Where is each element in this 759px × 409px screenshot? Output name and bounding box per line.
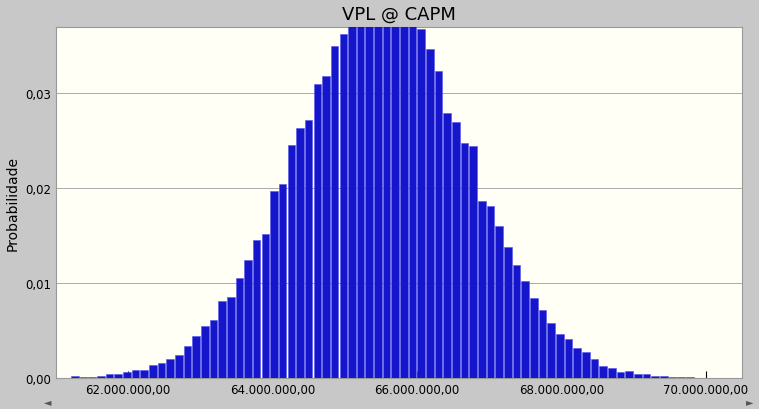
Bar bbox=[288, 145, 295, 378]
Bar bbox=[71, 377, 78, 378]
Bar bbox=[366, 18, 373, 378]
Bar bbox=[591, 360, 598, 378]
Bar bbox=[140, 370, 148, 378]
Bar bbox=[417, 30, 425, 378]
Bar bbox=[219, 302, 226, 378]
Bar bbox=[339, 35, 347, 378]
Bar bbox=[115, 374, 122, 378]
Bar bbox=[461, 144, 468, 378]
Bar bbox=[270, 192, 278, 378]
Bar bbox=[582, 352, 590, 378]
Bar bbox=[409, 18, 417, 378]
Bar bbox=[88, 377, 96, 378]
Bar bbox=[305, 121, 313, 378]
Bar bbox=[244, 260, 252, 378]
Bar bbox=[513, 266, 521, 378]
Bar bbox=[175, 355, 182, 378]
Bar bbox=[556, 334, 564, 378]
Bar bbox=[253, 240, 260, 378]
Bar bbox=[80, 377, 87, 378]
Bar bbox=[166, 359, 174, 378]
Bar bbox=[331, 47, 339, 378]
Bar bbox=[565, 339, 572, 378]
Bar bbox=[530, 298, 537, 378]
Bar bbox=[573, 348, 581, 378]
Bar bbox=[348, 20, 356, 378]
Bar bbox=[643, 374, 650, 378]
Bar bbox=[443, 114, 451, 378]
Bar bbox=[547, 323, 555, 378]
Bar bbox=[539, 310, 546, 378]
Bar bbox=[209, 320, 217, 378]
Bar bbox=[426, 50, 433, 378]
Bar bbox=[184, 346, 191, 378]
Text: ►: ► bbox=[746, 396, 754, 406]
Bar bbox=[617, 372, 625, 378]
Bar bbox=[123, 372, 131, 378]
Bar bbox=[660, 376, 668, 378]
Bar bbox=[651, 376, 659, 378]
Bar bbox=[487, 207, 494, 378]
Bar bbox=[262, 234, 269, 378]
Bar bbox=[322, 76, 330, 378]
Bar bbox=[158, 363, 165, 378]
Title: VPL @ CAPM: VPL @ CAPM bbox=[342, 6, 456, 23]
Bar bbox=[296, 128, 304, 378]
Bar bbox=[521, 282, 529, 378]
Bar bbox=[374, 1, 382, 378]
Bar bbox=[227, 297, 235, 378]
Bar bbox=[131, 370, 139, 378]
Bar bbox=[625, 371, 633, 378]
Bar bbox=[435, 72, 442, 378]
Bar bbox=[383, 13, 390, 378]
Bar bbox=[634, 374, 641, 378]
Bar bbox=[235, 279, 243, 378]
Bar bbox=[600, 366, 607, 378]
Bar bbox=[478, 201, 486, 378]
Bar bbox=[279, 184, 286, 378]
Bar bbox=[504, 247, 512, 378]
Bar bbox=[149, 365, 156, 378]
Bar bbox=[669, 377, 676, 378]
Bar bbox=[313, 85, 321, 378]
Bar bbox=[392, 7, 399, 378]
Bar bbox=[106, 374, 113, 378]
Bar bbox=[677, 377, 685, 378]
Bar bbox=[496, 227, 503, 378]
Bar bbox=[608, 368, 616, 378]
Bar bbox=[97, 376, 105, 378]
Bar bbox=[357, 18, 364, 378]
Y-axis label: Probabilidade: Probabilidade bbox=[5, 155, 20, 250]
Bar bbox=[201, 326, 209, 378]
Bar bbox=[192, 336, 200, 378]
Bar bbox=[470, 147, 477, 378]
Bar bbox=[400, 12, 408, 378]
Text: ◄: ◄ bbox=[44, 396, 52, 406]
Bar bbox=[452, 123, 460, 378]
